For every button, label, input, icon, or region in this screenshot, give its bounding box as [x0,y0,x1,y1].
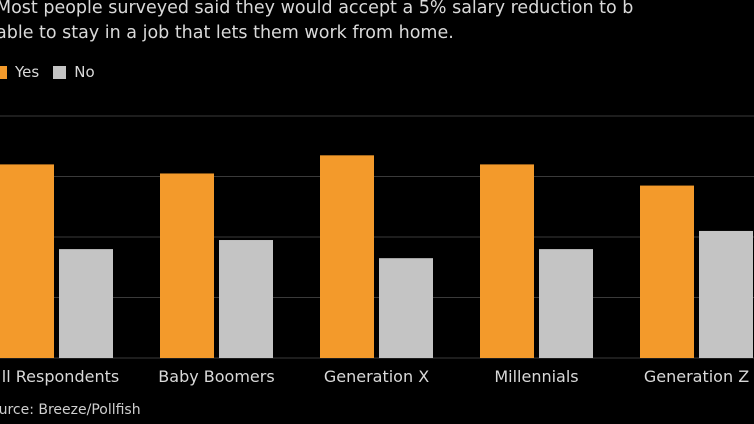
chart-legend: Yes No [0,63,109,81]
source-note: ource: Breeze/Pollfish [0,402,141,418]
bar-yes-2 [320,155,374,358]
legend-item-no: No [53,63,95,81]
x-tick-label: ll Respondents [2,367,119,386]
bar-yes-1 [160,173,214,358]
bar-no-2 [379,258,433,358]
legend-swatch-no [53,65,67,79]
x-tick-label: Baby Boomers [158,367,274,386]
x-tick-label: Generation Z [644,367,749,386]
subtitle-line-2: able to stay in a job that lets them wor… [0,23,454,43]
x-tick-label: Generation X [324,367,429,386]
legend-label-no: No [74,63,95,81]
legend-swatch-yes [0,65,7,79]
bar-no-3 [539,249,593,358]
legend-item-yes: Yes [0,63,39,81]
x-tick-label: Millennials [494,367,578,386]
subtitle-line-1: Most people surveyed said they would acc… [0,0,634,18]
bar-no-0 [59,249,113,358]
legend-label-yes: Yes [15,63,40,81]
bar-no-1 [219,240,273,358]
chart-subtitle: Most people surveyed said they would acc… [0,0,633,46]
bar-yes-0 [0,164,54,358]
bar-yes-4 [640,185,694,358]
bar-yes-3 [480,164,534,358]
bar-no-4 [699,230,753,358]
